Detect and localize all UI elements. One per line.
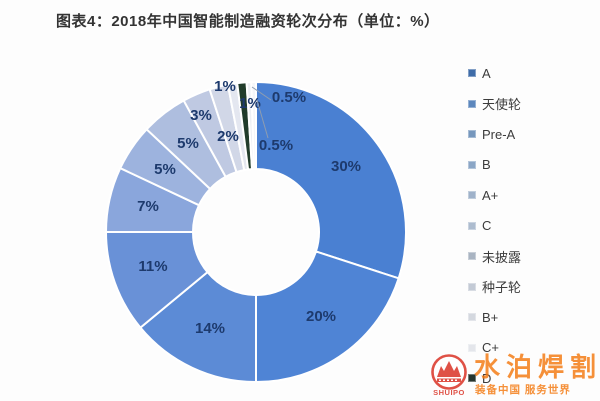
- legend-label: 种子轮: [482, 280, 522, 296]
- slice-value-label: 0.5%: [259, 137, 293, 154]
- legend: A 天使轮 Pre-A B A+ C 未披露种子轮 B+ C+ D: [468, 58, 588, 394]
- pie-slice-small-12: [250, 80, 257, 171]
- legend-swatch-icon: [468, 343, 476, 352]
- legend-swatch-icon: [468, 282, 476, 291]
- slice-value-label: 0.5%: [272, 89, 306, 106]
- legend-item-Pre-A: Pre-A: [468, 119, 588, 150]
- legend-label: D: [482, 370, 492, 386]
- slice-value-label: 14%: [195, 320, 225, 337]
- slice-value-label: 1%: [214, 78, 236, 95]
- slice-value-label: 2%: [217, 128, 239, 145]
- slice-value-label: 5%: [177, 135, 199, 152]
- slice-value-label: 5%: [154, 161, 176, 178]
- legend-item-未披露: 未披露: [468, 241, 588, 272]
- label-leader-line: [256, 99, 269, 139]
- slice-value-label: 7%: [137, 198, 159, 215]
- legend-label: A+: [482, 187, 499, 203]
- legend-item-A: A: [468, 58, 588, 89]
- legend-label: C: [482, 218, 492, 234]
- legend-item-种子轮: 种子轮: [468, 272, 588, 303]
- slice-value-label: 30%: [331, 158, 361, 175]
- legend-swatch-icon: [468, 160, 476, 169]
- legend-item-D: D: [468, 363, 588, 394]
- legend-label: 天使轮: [482, 97, 522, 113]
- legend-label: Pre-A: [482, 126, 516, 142]
- legend-swatch-icon: [468, 221, 476, 230]
- legend-item-天使轮: 天使轮: [468, 89, 588, 120]
- label-leader-line: [251, 86, 272, 101]
- pie-slice-A: [255, 80, 407, 280]
- legend-item-B+: B+: [468, 302, 588, 333]
- legend-label: C+: [482, 340, 499, 356]
- legend-item-B: B: [468, 150, 588, 181]
- legend-swatch-icon: [468, 99, 476, 108]
- legend-swatch-icon: [468, 313, 476, 322]
- legend-swatch-icon: [468, 374, 476, 383]
- legend-label: B: [482, 157, 491, 173]
- legend-item-A+: A+: [468, 180, 588, 211]
- legend-item-C+: C+: [468, 333, 588, 364]
- legend-swatch-icon: [468, 69, 476, 78]
- legend-swatch-icon: [468, 191, 476, 200]
- slice-value-label: 20%: [306, 308, 336, 325]
- slice-value-label: 1%: [239, 95, 261, 112]
- legend-swatch-icon: [468, 130, 476, 139]
- pie-slice-天使轮: [255, 250, 400, 384]
- legend-swatch-icon: [468, 252, 476, 261]
- slice-value-label: 3%: [190, 107, 212, 124]
- legend-item-C: C: [468, 211, 588, 242]
- chart-title: 图表4：2018年中国智能制造融资轮次分布（单位：%）: [56, 13, 440, 30]
- legend-label: B+: [482, 309, 499, 325]
- slice-value-label: 11%: [138, 258, 167, 275]
- legend-label: 未披露: [482, 249, 522, 265]
- legend-label: A: [482, 65, 491, 81]
